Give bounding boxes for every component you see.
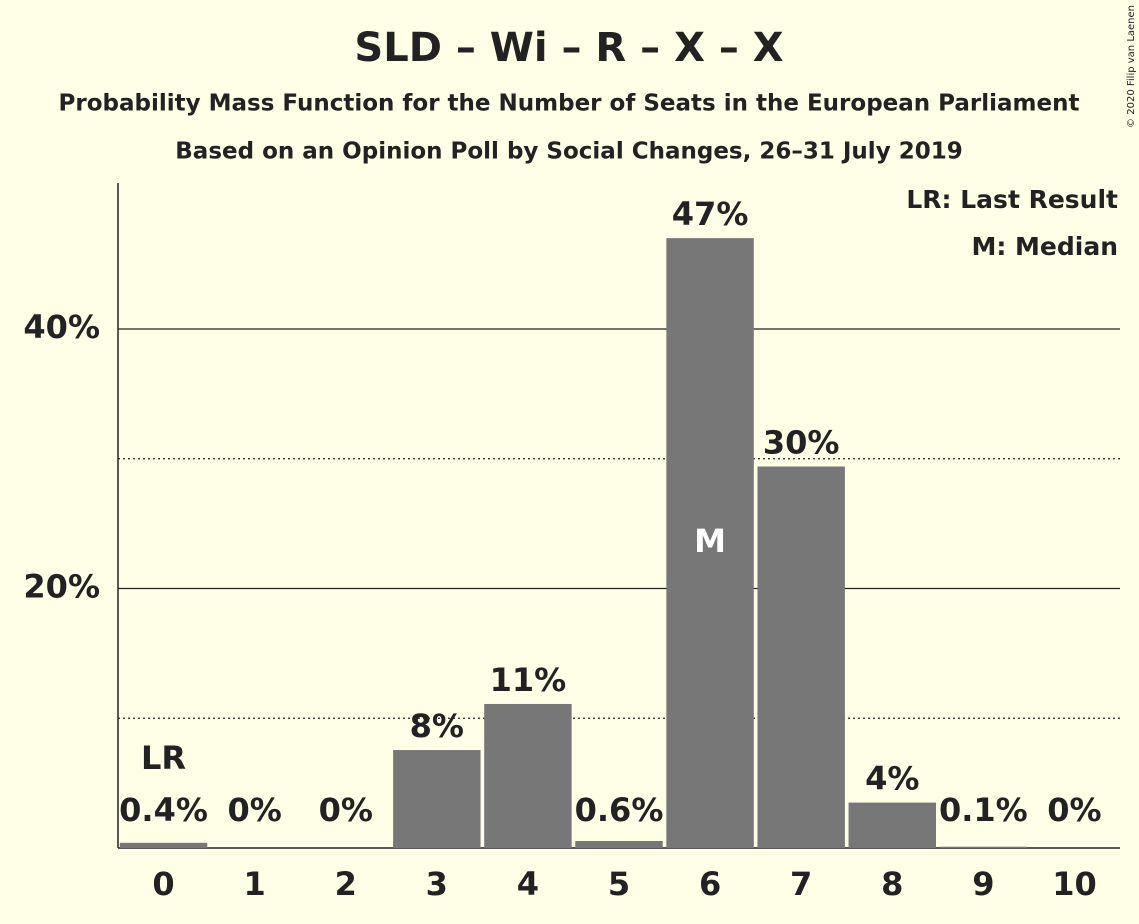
x-tick-label: 2 — [335, 865, 357, 903]
copyright: © 2020 Filip van Laenen — [1126, 5, 1137, 128]
chart-title: SLD – Wi – R – X – X — [354, 25, 783, 71]
value-label: 11% — [490, 661, 567, 699]
value-label: 0% — [1047, 791, 1101, 829]
value-label: 47% — [672, 195, 749, 233]
x-tick-label: 5 — [608, 865, 630, 903]
bar — [393, 750, 481, 848]
chart-subtitle: Probability Mass Function for the Number… — [59, 91, 1080, 117]
x-tick-label: 4 — [517, 865, 539, 903]
value-label: 0.6% — [575, 791, 664, 829]
bar — [757, 466, 845, 848]
y-tick-label: 40% — [23, 308, 100, 346]
value-label: 0% — [227, 791, 281, 829]
legend-note: M: Median — [971, 232, 1118, 261]
bar — [848, 802, 936, 848]
bar — [666, 238, 754, 848]
value-label: 8% — [410, 707, 464, 745]
x-tick-label: 0 — [152, 865, 174, 903]
bar — [119, 842, 208, 848]
x-tick-label: 10 — [1052, 865, 1097, 903]
value-label: 4% — [865, 760, 919, 798]
bar — [575, 840, 663, 848]
x-tick-label: 6 — [699, 865, 721, 903]
y-tick-label: 20% — [23, 567, 100, 605]
chart-subtitle: Based on an Opinion Poll by Social Chang… — [175, 139, 962, 165]
value-label: 30% — [763, 424, 840, 462]
bar — [939, 846, 1028, 848]
x-tick-label: 7 — [790, 865, 812, 903]
legend-note: LR: Last Result — [906, 185, 1118, 214]
value-label: 0.1% — [939, 791, 1028, 829]
median-marker: M — [694, 522, 726, 560]
x-tick-label: 8 — [881, 865, 903, 903]
value-label: 0% — [319, 791, 373, 829]
x-tick-label: 3 — [426, 865, 448, 903]
x-tick-label: 1 — [244, 865, 266, 903]
bar — [484, 703, 572, 848]
x-tick-label: 9 — [972, 865, 994, 903]
last-result-marker: LR — [141, 739, 186, 777]
value-label: 0.4% — [119, 791, 208, 829]
